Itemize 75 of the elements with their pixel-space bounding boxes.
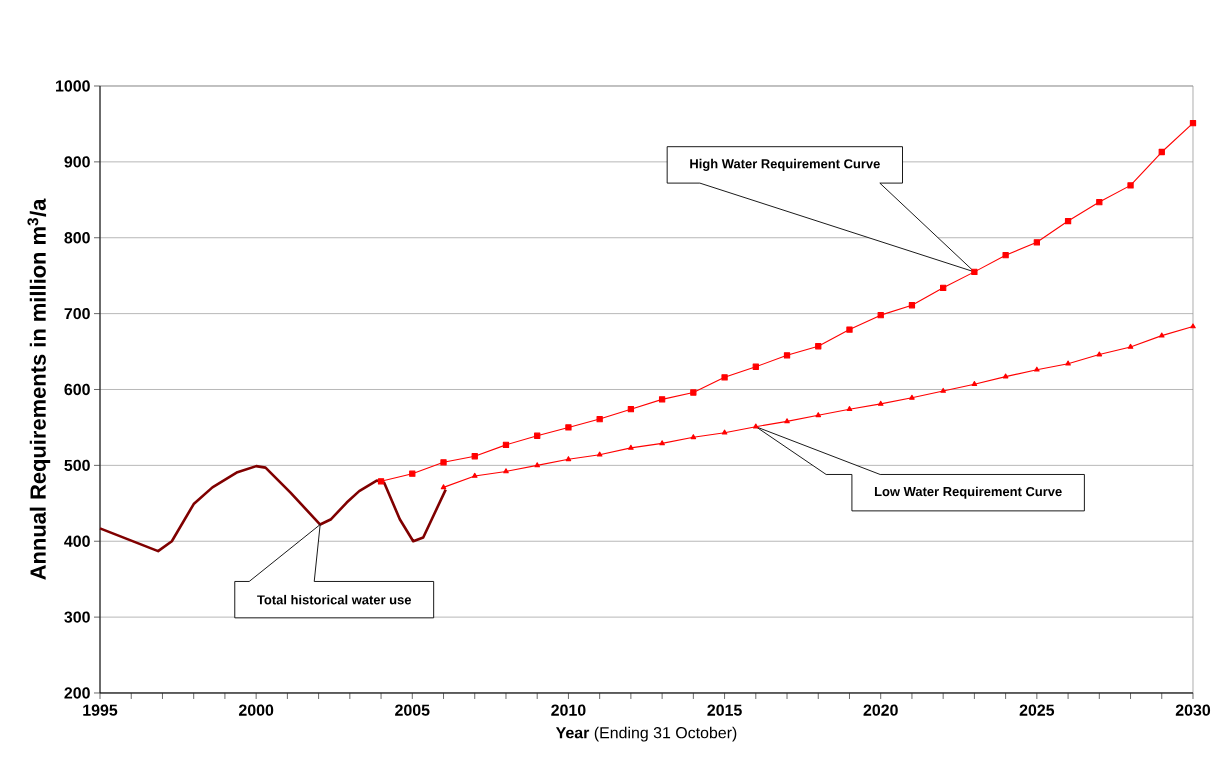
y-tick-label: 300 xyxy=(64,611,90,623)
point xyxy=(1158,332,1165,338)
y-axis-title: Annual Requirements in million m$^{3}$/a xyxy=(27,198,51,580)
point xyxy=(1065,360,1071,366)
annotation: Total historical water use xyxy=(257,594,412,605)
point xyxy=(1127,343,1134,349)
point xyxy=(721,374,728,381)
point xyxy=(534,432,541,439)
annotation: Low Water Requirement Curve xyxy=(874,486,1062,499)
point xyxy=(471,472,478,478)
y-tick-label: 400 xyxy=(64,535,90,547)
y-tick-label: 1000 xyxy=(56,80,90,92)
point xyxy=(690,434,697,440)
point xyxy=(1002,373,1009,379)
point xyxy=(1158,148,1165,156)
point xyxy=(1190,323,1196,329)
point xyxy=(628,444,634,450)
point xyxy=(908,302,916,309)
y-tick-label: 800 xyxy=(64,232,90,244)
point xyxy=(940,387,946,393)
point xyxy=(1002,252,1009,259)
point xyxy=(971,381,978,387)
point xyxy=(784,418,790,424)
point xyxy=(596,415,603,423)
point xyxy=(502,441,510,449)
point xyxy=(846,326,853,333)
x-tick-label: 1995 xyxy=(83,704,118,716)
x-tick-label: 2010 xyxy=(551,704,586,716)
point xyxy=(846,406,853,412)
x-tick-label: 2005 xyxy=(395,704,430,716)
point xyxy=(1064,217,1072,225)
point xyxy=(659,440,665,446)
point xyxy=(377,478,385,485)
point xyxy=(690,389,697,396)
y-tick-label: 600 xyxy=(64,383,90,396)
y-tick-label: 200 xyxy=(64,687,90,699)
x-tick-label: 2000 xyxy=(238,704,274,716)
point xyxy=(1127,182,1134,189)
point xyxy=(815,412,822,418)
point xyxy=(440,484,447,490)
point xyxy=(565,424,572,431)
point xyxy=(1033,239,1040,246)
point xyxy=(721,429,728,435)
point xyxy=(471,453,478,460)
point xyxy=(940,284,947,291)
point xyxy=(658,396,666,403)
point xyxy=(534,462,540,468)
x-axis-title: Year (Ending 31 October) xyxy=(555,726,737,742)
x-tick-label: 2025 xyxy=(1019,704,1055,716)
point xyxy=(815,343,822,350)
point xyxy=(877,400,884,406)
point xyxy=(971,268,978,276)
y-tick-label: 500 xyxy=(64,459,90,472)
point xyxy=(596,451,603,457)
point xyxy=(1096,198,1103,206)
point xyxy=(1034,366,1040,372)
point xyxy=(909,394,915,400)
x-tick-label: 2030 xyxy=(1175,704,1211,716)
point xyxy=(752,363,759,370)
x-tick-label: 2020 xyxy=(863,704,898,716)
annotation: High Water Requirement Curve xyxy=(690,158,880,171)
point xyxy=(1096,351,1103,357)
point xyxy=(753,423,759,429)
point xyxy=(877,311,884,319)
point xyxy=(503,468,509,474)
y-tick-label: 900 xyxy=(64,156,90,168)
x-tick-label: 2015 xyxy=(707,704,742,716)
point xyxy=(783,352,791,359)
y-tick-label: 700 xyxy=(64,307,90,320)
point xyxy=(409,470,416,477)
point xyxy=(1189,120,1197,127)
point xyxy=(565,456,572,462)
point xyxy=(627,406,635,413)
line-series xyxy=(98,464,448,553)
point xyxy=(440,459,447,466)
